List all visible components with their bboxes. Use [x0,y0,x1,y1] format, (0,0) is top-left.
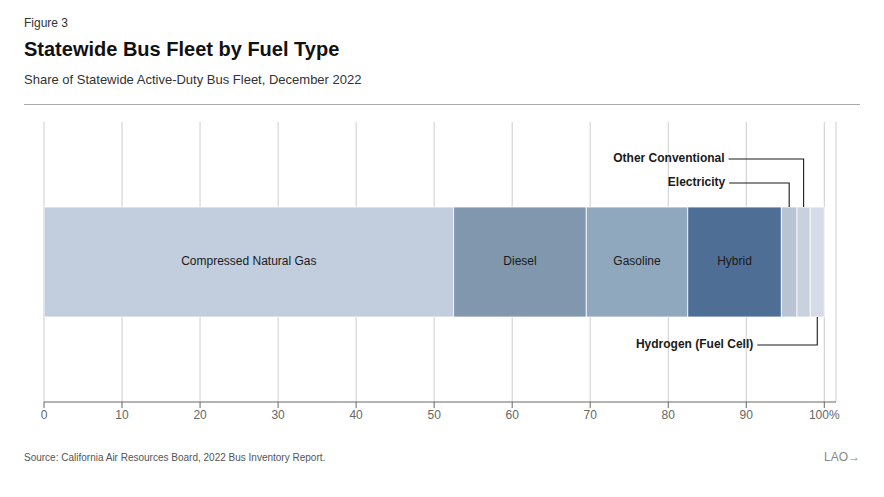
html-text:Statewide Bus Fleet by Fuel Ty: Statewide Bus Fleet by Fuel Type [24,38,340,60]
html-text:Source: California Air Resourc: Source: California Air Resources Board, … [24,452,326,463]
html-text:Share of Statewide Active-Duty: Share of Statewide Active-Duty Bus Fleet… [24,72,362,87]
svg-text:0: 0 [41,408,48,422]
svg-text:Other Conventional: Other Conventional [613,151,724,165]
svg-text:10: 10 [115,408,129,422]
svg-text:30: 30 [271,408,285,422]
svg-text:60: 60 [505,408,519,422]
svg-text:Hydrogen (Fuel Cell): Hydrogen (Fuel Cell) [636,337,753,351]
svg-text:Electricity: Electricity [668,175,726,189]
svg-text:Compressed Natural Gas: Compressed Natural Gas [181,254,316,268]
svg-text:Diesel: Diesel [503,254,536,268]
html-text:LAO→: LAO→ [824,450,860,464]
svg-text:Hybrid: Hybrid [717,254,752,268]
svg-text:Gasoline: Gasoline [613,254,661,268]
svg-text:20: 20 [193,408,207,422]
svg-text:80: 80 [662,408,676,422]
svg-text:70: 70 [584,408,598,422]
svg-text:50: 50 [427,408,441,422]
svg-text:40: 40 [349,408,363,422]
html-text:Figure 3: Figure 3 [24,16,68,30]
svg-text:90: 90 [740,408,754,422]
svg-text:100%: 100% [809,408,840,422]
